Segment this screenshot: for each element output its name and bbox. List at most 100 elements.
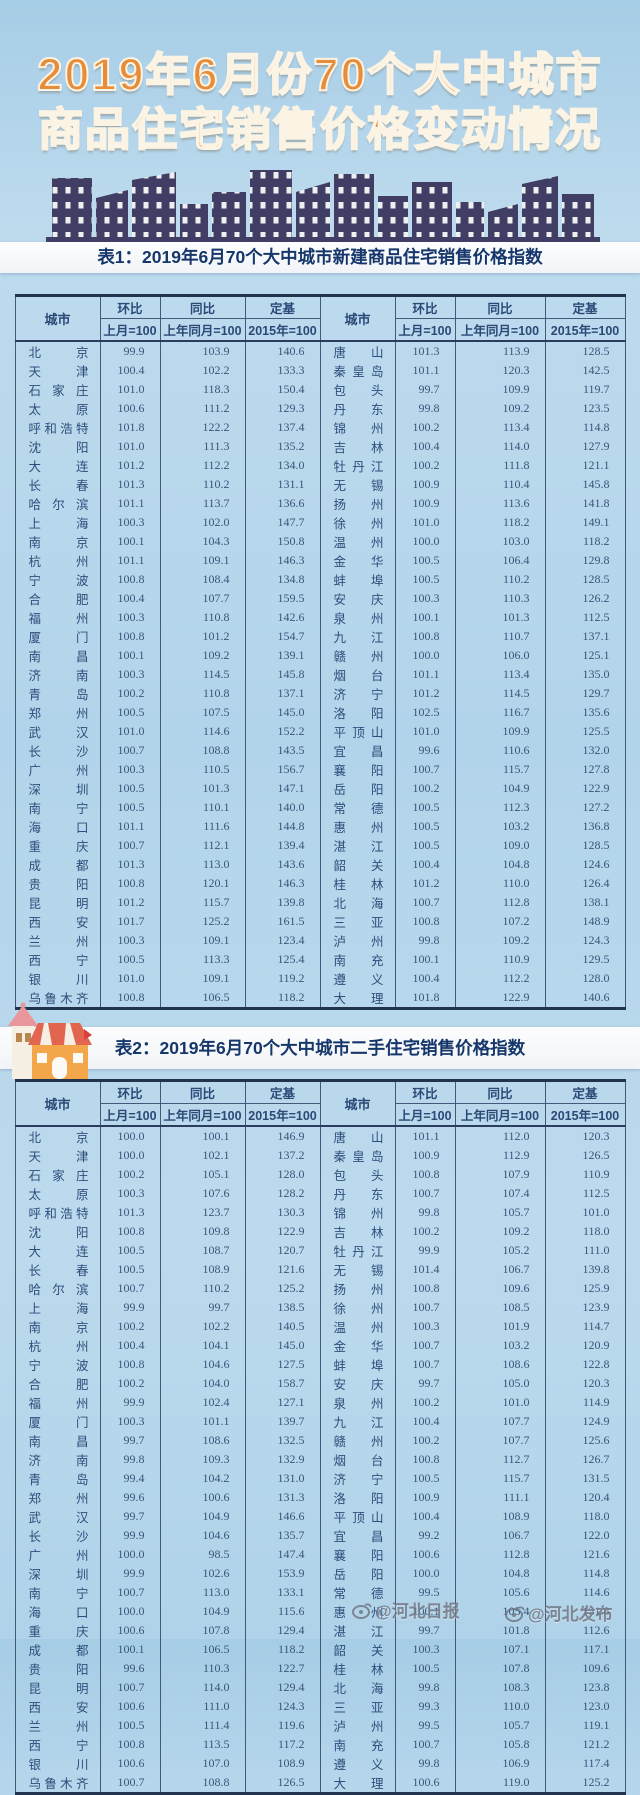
city-name: 昆明 bbox=[14, 1677, 101, 1697]
index-value: 128.2 bbox=[244, 1183, 321, 1203]
index-value: 105.6 bbox=[454, 1582, 546, 1602]
index-value: 137.1 bbox=[244, 683, 321, 703]
index-value: 123.8 bbox=[544, 1677, 626, 1697]
index-value: 100.7 bbox=[99, 1278, 161, 1298]
city-name: 长春 bbox=[14, 474, 101, 494]
watermark-label: @河北日报 bbox=[375, 1602, 460, 1621]
index-value: 129.8 bbox=[544, 550, 626, 570]
index-value: 109.9 bbox=[454, 379, 546, 399]
index-value: 125.1 bbox=[544, 645, 626, 665]
city-name: 蚌埠 bbox=[319, 569, 396, 589]
index-value: 112.8 bbox=[454, 1544, 546, 1564]
col-fixed-sub: 2015年=100 bbox=[544, 318, 626, 342]
index-value: 134.0 bbox=[244, 455, 321, 475]
index-value: 107.7 bbox=[159, 588, 246, 608]
city-name: 西安 bbox=[14, 911, 101, 931]
city-name: 乌鲁木齐 bbox=[14, 987, 101, 1009]
index-value: 123.7 bbox=[159, 1202, 246, 1222]
table-row: 重庆 100.6 107.8 129.4 湛江 99.7 101.8 112.6 bbox=[14, 1620, 626, 1640]
index-value: 131.5 bbox=[544, 1468, 626, 1488]
index-value: 118.2 bbox=[244, 1639, 321, 1659]
index-value: 150.4 bbox=[244, 379, 321, 399]
index-value: 100.4 bbox=[99, 360, 161, 380]
city-name: 贵阳 bbox=[14, 1658, 101, 1678]
index-value: 119.6 bbox=[244, 1715, 321, 1735]
index-value: 99.5 bbox=[394, 1715, 456, 1735]
index-value: 100.3 bbox=[99, 1411, 161, 1431]
index-value: 122.8 bbox=[544, 1354, 626, 1374]
table-row: 沈阳 100.8 109.8 122.9 吉林 100.2 109.2 118.0 bbox=[14, 1221, 626, 1241]
city-name: 西宁 bbox=[14, 949, 101, 969]
table-row: 福州 99.9 102.4 127.1 泉州 100.2 101.0 114.9 bbox=[14, 1392, 626, 1412]
index-value: 149.1 bbox=[544, 512, 626, 532]
index-value: 146.3 bbox=[244, 550, 321, 570]
city-name: 岳阳 bbox=[319, 1563, 396, 1583]
index-value: 100.7 bbox=[394, 759, 456, 779]
table2-secondhand-homes-price-index: 城市 环比 同比 定基 城市 环比 同比 定基 上月=100 上年同月=100 … bbox=[14, 1078, 626, 1795]
index-value: 108.7 bbox=[159, 1240, 246, 1260]
table-row: 郑州 100.5 107.5 145.0 洛阳 102.5 116.7 135.6 bbox=[14, 702, 626, 722]
table-row: 南京 100.2 102.2 140.5 温州 100.3 101.9 114.7 bbox=[14, 1316, 626, 1336]
index-value: 112.0 bbox=[454, 1125, 546, 1146]
index-value: 114.0 bbox=[454, 436, 546, 456]
index-value: 110.0 bbox=[454, 873, 546, 893]
col-fixed: 定基 bbox=[544, 1080, 626, 1104]
index-value: 107.4 bbox=[454, 1183, 546, 1203]
city-name: 兰州 bbox=[14, 930, 101, 950]
city-name: 海口 bbox=[14, 816, 101, 836]
index-value: 99.7 bbox=[159, 1297, 246, 1317]
index-value: 124.3 bbox=[244, 1696, 321, 1716]
index-value: 109.6 bbox=[544, 1658, 626, 1678]
index-value: 100.4 bbox=[99, 588, 161, 608]
index-value: 102.5 bbox=[394, 702, 456, 722]
index-value: 129.4 bbox=[244, 1620, 321, 1640]
index-value: 100.5 bbox=[394, 1658, 456, 1678]
index-value: 127.5 bbox=[244, 1354, 321, 1374]
index-value: 139.1 bbox=[244, 645, 321, 665]
index-value: 100.3 bbox=[394, 1639, 456, 1659]
index-value: 100.4 bbox=[394, 854, 456, 874]
col-mom: 环比 bbox=[99, 1080, 161, 1104]
index-value: 114.8 bbox=[544, 1563, 626, 1583]
city-name: 郑州 bbox=[14, 702, 101, 722]
city-name: 常德 bbox=[319, 797, 396, 817]
index-value: 101.4 bbox=[394, 1259, 456, 1279]
table-row: 厦门 100.3 101.1 139.7 九江 100.4 107.7 124.9 bbox=[14, 1411, 626, 1431]
city-name: 重庆 bbox=[14, 835, 101, 855]
col-mom: 环比 bbox=[394, 295, 456, 319]
city-name: 洛阳 bbox=[319, 702, 396, 722]
index-value: 100.0 bbox=[394, 531, 456, 551]
index-value: 100.9 bbox=[394, 474, 456, 494]
index-value: 99.6 bbox=[99, 1658, 161, 1678]
index-value: 100.8 bbox=[394, 1449, 456, 1469]
table-row: 合肥 100.4 107.7 159.5 安庆 100.3 110.3 126.2 bbox=[14, 588, 626, 608]
index-value: 100.9 bbox=[394, 493, 456, 513]
index-value: 120.3 bbox=[454, 360, 546, 380]
index-value: 140.6 bbox=[244, 340, 321, 361]
index-value: 106.5 bbox=[159, 987, 246, 1009]
city-name: 襄阳 bbox=[319, 1544, 396, 1564]
table1-new-homes-price-index: 城市 环比 同比 定基 城市 环比 同比 定基 上月=100 上年同月=100 … bbox=[14, 293, 626, 1010]
table-row: 武汉 101.0 114.6 152.2 平顶山 101.0 109.9 125.5 bbox=[14, 721, 626, 741]
index-value: 100.2 bbox=[394, 778, 456, 798]
index-value: 105.8 bbox=[454, 1734, 546, 1754]
index-value: 137.1 bbox=[544, 626, 626, 646]
page-title: 2019年6月份70个大中城市 商品住宅销售价格变动情况 bbox=[0, 48, 640, 158]
city-name: 青岛 bbox=[14, 683, 101, 703]
table-row: 武汉 99.7 104.9 146.6 平顶山 100.4 108.9 118.0 bbox=[14, 1506, 626, 1526]
city-name: 兰州 bbox=[14, 1715, 101, 1735]
index-value: 110.8 bbox=[159, 607, 246, 627]
index-value: 110.4 bbox=[454, 474, 546, 494]
index-value: 101.0 bbox=[99, 379, 161, 399]
table-row: 兰州 100.5 111.4 119.6 泸州 99.5 105.7 119.1 bbox=[14, 1715, 626, 1735]
index-value: 101.2 bbox=[99, 892, 161, 912]
index-value: 117.2 bbox=[244, 1734, 321, 1754]
index-value: 99.9 bbox=[99, 1392, 161, 1412]
index-value: 123.0 bbox=[544, 1696, 626, 1716]
index-value: 126.7 bbox=[544, 1449, 626, 1469]
index-value: 143.6 bbox=[244, 854, 321, 874]
city-name: 包头 bbox=[319, 379, 396, 399]
index-value: 100.2 bbox=[99, 1164, 161, 1184]
index-value: 100.1 bbox=[159, 1125, 246, 1146]
table-row: 石家庄 101.0 118.3 150.4 包头 99.7 109.9 119.7 bbox=[14, 379, 626, 399]
